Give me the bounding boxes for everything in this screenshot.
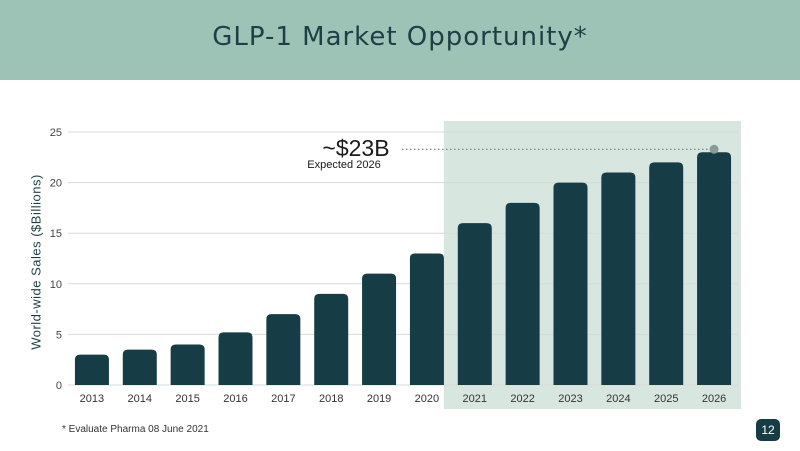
bar bbox=[314, 293, 349, 385]
y-tick-label: 20 bbox=[50, 178, 62, 190]
bar bbox=[601, 172, 636, 385]
bar bbox=[266, 314, 301, 385]
x-tick-label: 2017 bbox=[271, 393, 295, 405]
y-tick-label: 10 bbox=[50, 279, 62, 291]
x-tick-label: 2016 bbox=[223, 393, 247, 405]
slide-title: GLP-1 Market Opportunity* bbox=[212, 22, 588, 52]
footnote: * Evaluate Pharma 08 June 2021 bbox=[62, 424, 209, 435]
bar bbox=[362, 273, 397, 385]
x-tick-label: 2020 bbox=[415, 393, 439, 405]
header-banner bbox=[0, 0, 800, 80]
x-tick-label: 2013 bbox=[80, 393, 104, 405]
bar bbox=[170, 344, 205, 385]
annotation-value-label: ~$23B bbox=[322, 135, 389, 161]
y-tick-label: 15 bbox=[50, 228, 62, 240]
bar bbox=[218, 332, 253, 385]
x-tick-label: 2018 bbox=[319, 393, 343, 405]
x-tick-label: 2026 bbox=[702, 393, 726, 405]
bar bbox=[409, 253, 444, 385]
bar bbox=[553, 182, 588, 385]
x-tick-label: 2022 bbox=[510, 393, 534, 405]
x-tick-label: 2025 bbox=[654, 393, 678, 405]
annotation-marker bbox=[709, 144, 719, 154]
y-axis-label: World-wide Sales ($Billions) bbox=[28, 174, 44, 350]
x-tick-label: 2015 bbox=[175, 393, 199, 405]
x-tick-label: 2024 bbox=[606, 393, 630, 405]
y-tick-label: 0 bbox=[56, 380, 62, 392]
y-tick-label: 25 bbox=[50, 127, 62, 139]
bar bbox=[74, 354, 109, 385]
bar bbox=[697, 152, 732, 385]
bar bbox=[649, 162, 684, 385]
x-tick-label: 2019 bbox=[367, 393, 391, 405]
x-tick-label: 2014 bbox=[128, 393, 152, 405]
forecast-highlight-region bbox=[443, 121, 741, 409]
bar bbox=[505, 202, 540, 385]
x-tick-label: 2021 bbox=[463, 393, 487, 405]
bar bbox=[122, 349, 157, 385]
y-tick-label: 5 bbox=[56, 329, 62, 341]
bar bbox=[457, 223, 492, 385]
annotation-sub-label: Expected 2026 bbox=[307, 159, 380, 171]
x-tick-label: 2023 bbox=[558, 393, 582, 405]
page-number-badge: 12 bbox=[756, 419, 780, 441]
